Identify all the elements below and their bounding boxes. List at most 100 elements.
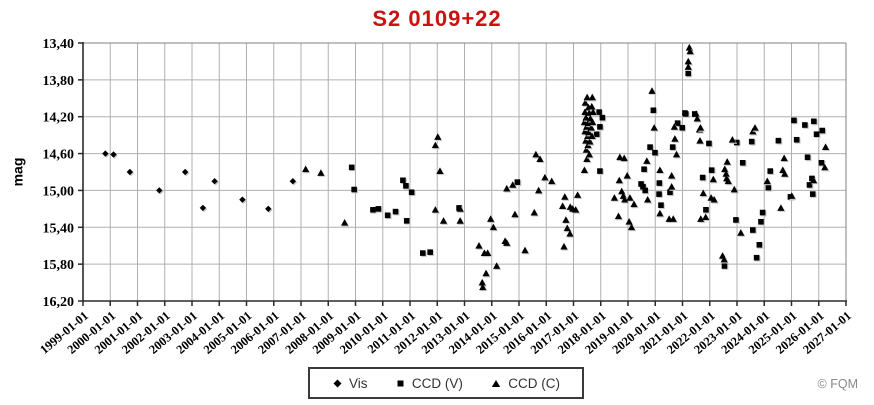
data-point-triangle	[484, 249, 492, 256]
data-point-square	[756, 241, 763, 248]
legend-item-ccd-v: CCD (V)	[395, 376, 463, 391]
data-point-square	[667, 189, 673, 196]
data-point-triangle	[749, 127, 757, 135]
data-point-triangle	[730, 185, 738, 193]
data-point-triangle	[588, 102, 596, 110]
data-point-triangle	[559, 202, 567, 209]
data-point-triangle	[588, 132, 596, 139]
data-point-triangle	[581, 108, 589, 116]
data-point-triangle	[482, 269, 490, 277]
copyright-text: © FQM	[817, 377, 858, 391]
data-point-diamond	[211, 178, 218, 185]
data-point-square	[804, 154, 811, 161]
data-point-triangle	[614, 212, 623, 220]
data-point-square	[656, 191, 662, 197]
data-point-square	[596, 109, 602, 115]
y-tick-label: 15,40	[43, 221, 75, 236]
data-point-triangle	[702, 213, 710, 221]
data-point-triangle	[781, 170, 789, 177]
data-point-triangle	[573, 191, 582, 198]
data-point-triangle	[777, 204, 785, 211]
data-point-square	[818, 159, 825, 166]
y-tick-label: 14,60	[43, 148, 75, 163]
square-marker-icon	[397, 380, 404, 386]
data-point-triangle	[763, 177, 771, 185]
data-point-triangle	[532, 150, 540, 158]
data-point-square	[658, 202, 664, 208]
legend-item-vis: Vis	[332, 376, 368, 391]
data-point-triangle	[582, 113, 590, 121]
data-point-triangle	[618, 187, 626, 195]
data-point-triangle	[563, 224, 571, 232]
data-point-triangle	[521, 246, 529, 254]
data-point-triangle	[587, 124, 595, 131]
data-point-triangle	[720, 255, 728, 263]
data-point-square	[759, 209, 766, 216]
data-point-triangle	[439, 217, 448, 224]
data-point-triangle	[686, 47, 694, 55]
data-point-square	[403, 218, 410, 224]
data-point-triangle	[341, 218, 349, 226]
data-point-triangle	[668, 183, 676, 190]
y-tick-label: 16,20	[43, 295, 75, 310]
data-point-square	[809, 191, 816, 197]
data-point-square	[721, 263, 728, 269]
data-point-square	[819, 127, 826, 134]
data-point-square	[765, 184, 772, 191]
data-point-square	[642, 187, 648, 194]
data-point-triangle	[644, 195, 652, 203]
data-point-triangle	[671, 135, 679, 142]
data-point-triangle	[627, 223, 636, 231]
data-point-triangle	[721, 165, 729, 173]
data-point-triangle	[696, 136, 704, 144]
data-point-triangle	[560, 242, 568, 250]
triangle-marker-icon	[492, 379, 501, 387]
data-point-triangle	[561, 193, 569, 200]
data-point-square	[767, 168, 774, 174]
data-point-square	[669, 144, 676, 150]
data-point-square	[748, 138, 755, 145]
data-point-diamond	[181, 168, 189, 176]
data-point-triangle	[582, 136, 590, 144]
data-point-triangle	[509, 181, 517, 188]
data-point-square	[793, 136, 800, 143]
data-point-square	[703, 206, 709, 213]
data-point-square	[400, 177, 406, 184]
data-point-triangle	[456, 217, 464, 224]
data-point-square	[802, 122, 808, 128]
data-point-diamond	[289, 178, 297, 185]
data-point-triangle	[620, 154, 628, 162]
y-tick-label: 13,40	[43, 37, 75, 52]
data-point-triangle	[656, 166, 664, 174]
data-point-square	[674, 120, 681, 126]
data-point-triangle	[541, 173, 549, 181]
data-point-square	[370, 206, 376, 213]
data-point-triangle	[489, 223, 497, 231]
y-tick-label: 15,80	[43, 258, 75, 273]
y-tick-label: 14,20	[43, 111, 75, 126]
data-point-triangle	[722, 170, 730, 177]
data-point-triangle	[580, 166, 588, 174]
data-point-square	[656, 180, 663, 186]
data-point-square	[706, 140, 712, 147]
data-point-triangle	[668, 171, 676, 179]
data-point-square	[420, 250, 426, 256]
data-point-square	[791, 117, 797, 124]
data-point-triangle	[626, 194, 634, 201]
data-point-triangle	[684, 57, 692, 65]
data-point-triangle	[503, 184, 511, 192]
data-point-square	[597, 168, 603, 174]
data-point-triangle	[583, 93, 591, 101]
legend-label-ccd-c: CCD (C)	[508, 375, 560, 391]
data-point-triangle	[643, 157, 651, 164]
data-point-triangle	[656, 209, 664, 217]
data-point-diamond	[239, 196, 246, 203]
data-point-square	[733, 217, 739, 223]
diamond-marker-icon	[333, 379, 342, 387]
data-point-triangle	[588, 93, 596, 101]
data-point-square	[682, 111, 689, 117]
data-point-square	[403, 183, 409, 189]
data-point-triangle	[780, 154, 788, 162]
data-point-triangle	[697, 215, 705, 222]
